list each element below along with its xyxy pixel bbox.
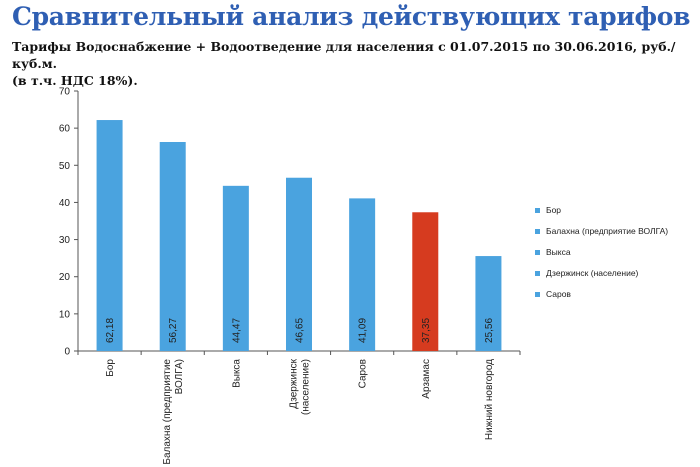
bar	[286, 177, 312, 351]
legend-label: Бор	[546, 205, 562, 215]
x-category-label: Бор	[105, 359, 116, 377]
y-tick-label: 10	[59, 309, 71, 320]
legend-item: Саров	[535, 289, 695, 300]
data-label: 37,35	[421, 318, 432, 343]
y-tick-label: 40	[59, 198, 71, 209]
data-label: 56,27	[168, 318, 179, 343]
data-label: 46,65	[295, 318, 306, 343]
chart-subtitle: Тарифы Водоснабжение + Водоотведение для…	[12, 38, 696, 89]
data-label: 44,47	[231, 318, 242, 343]
bar	[349, 198, 376, 351]
x-category-label: Балахна (предприятие	[162, 359, 173, 465]
legend-swatch	[535, 292, 540, 297]
bar	[475, 256, 502, 351]
y-tick-label: 50	[59, 161, 71, 172]
bar	[222, 185, 249, 351]
legend-label: Саров	[546, 289, 571, 299]
y-tick-label: 60	[59, 124, 71, 135]
y-tick-label: 70	[59, 87, 71, 98]
subtitle-line-2: (в т.ч. НДС 18%).	[12, 73, 138, 88]
x-category-label: ВОЛГА)	[174, 359, 185, 394]
data-label: 25,56	[484, 318, 495, 343]
bar	[159, 141, 186, 351]
data-label: 62,18	[105, 318, 116, 343]
x-category-label: (население)	[301, 359, 312, 415]
x-category-label: Нижний новгород	[484, 359, 495, 440]
chart-legend: Бор Балахна (предприятие ВОЛГА) Выкса Дзерж…	[535, 205, 695, 310]
legend-label: Дзержинск (население)	[546, 268, 639, 278]
legend-swatch	[535, 250, 540, 255]
x-category-label: Арзамас	[421, 359, 432, 399]
x-category-label: Выкса	[231, 359, 242, 388]
legend-item: Выкса	[535, 247, 695, 258]
bar	[412, 212, 439, 351]
legend-swatch	[535, 271, 540, 276]
y-tick-label: 0	[64, 347, 70, 358]
y-tick-label: 30	[59, 235, 71, 246]
legend-swatch	[535, 208, 540, 213]
bar	[96, 120, 123, 351]
legend-item: Балахна (предприятие ВОЛГА)	[535, 226, 695, 237]
legend-label: Выкса	[546, 247, 571, 257]
y-tick-label: 20	[59, 272, 71, 283]
subtitle-line-1: Тарифы Водоснабжение + Водоотведение для…	[12, 39, 676, 71]
x-category-label: Саров	[358, 359, 369, 388]
legend-label: Балахна (предприятие ВОЛГА)	[546, 226, 669, 236]
legend-swatch	[535, 229, 540, 234]
data-label: 41,09	[358, 318, 369, 343]
legend-item: Дзержинск (население)	[535, 268, 695, 279]
page-title: Сравнительный анализ действующих тарифов	[12, 2, 691, 31]
legend-item: Бор	[535, 205, 695, 216]
x-category-label: Дзержинск	[289, 358, 300, 408]
